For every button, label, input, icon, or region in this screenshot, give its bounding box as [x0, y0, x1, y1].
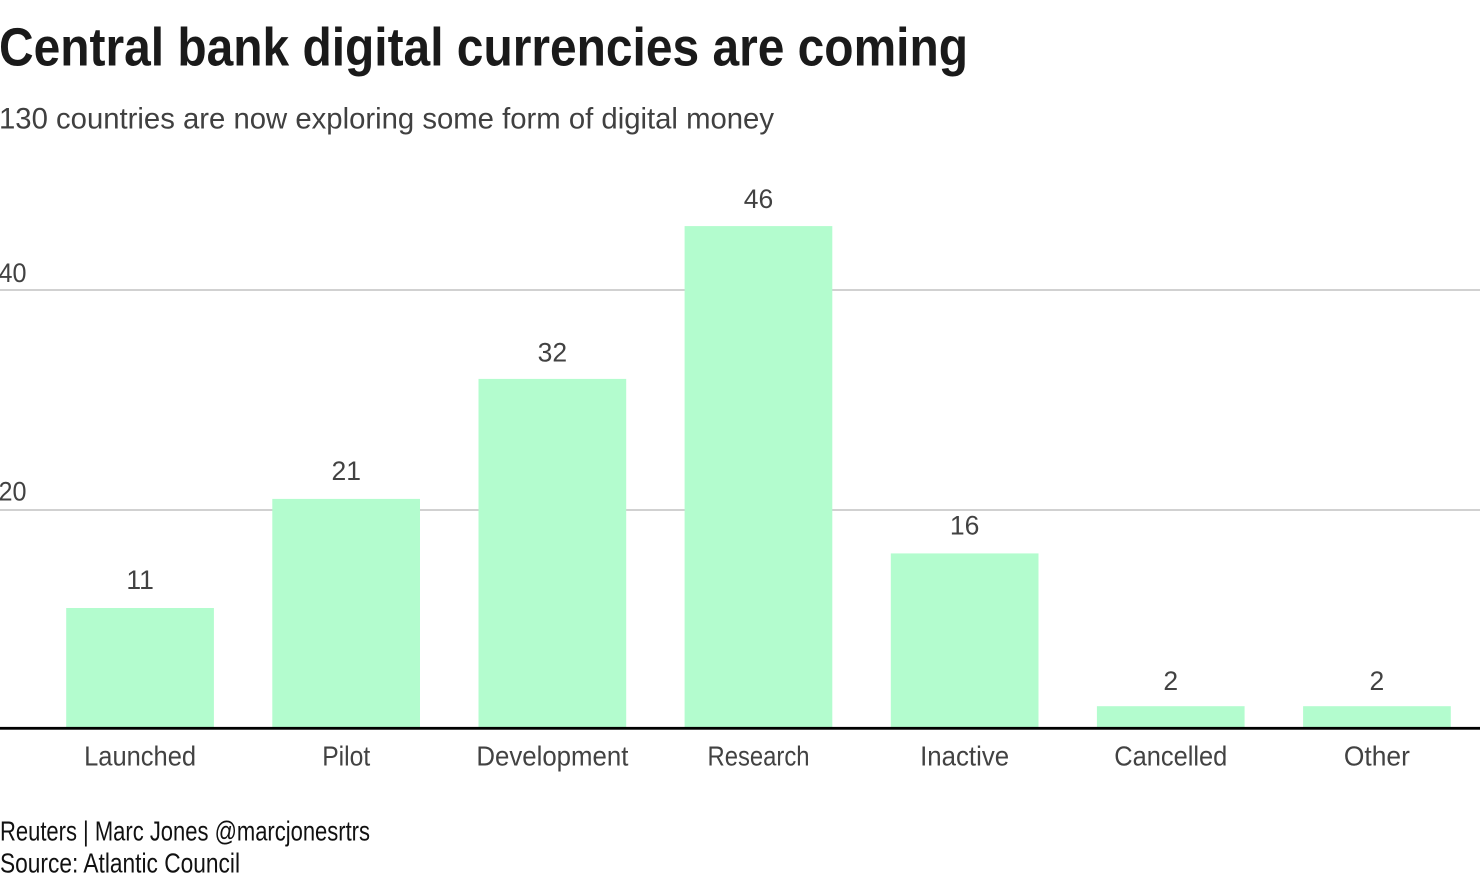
svg-text:32: 32 — [538, 338, 567, 368]
svg-text:2: 2 — [1370, 666, 1385, 696]
svg-text:Pilot: Pilot — [322, 740, 370, 771]
svg-text:Launched: Launched — [84, 740, 196, 771]
svg-text:Research: Research — [708, 740, 810, 771]
svg-text:Source: Atlantic Council: Source: Atlantic Council — [0, 848, 240, 879]
svg-text:20: 20 — [0, 477, 27, 507]
svg-text:16: 16 — [950, 511, 979, 541]
svg-text:Cancelled: Cancelled — [1114, 740, 1227, 771]
svg-text:Development: Development — [476, 740, 628, 771]
svg-text:Reuters | Marc Jones @marcjone: Reuters | Marc Jones @marcjonesrtrs — [0, 816, 370, 847]
svg-text:Other: Other — [1344, 740, 1410, 771]
svg-text:Inactive: Inactive — [920, 740, 1009, 771]
svg-text:Central bank digital currencie: Central bank digital currencies are comi… — [0, 18, 968, 78]
svg-text:46: 46 — [744, 184, 773, 214]
svg-text:21: 21 — [331, 456, 360, 486]
svg-text:11: 11 — [126, 565, 154, 595]
svg-text:130 countries are now explorin: 130 countries are now exploring some for… — [0, 103, 774, 136]
svg-text:40: 40 — [0, 258, 27, 288]
svg-text:2: 2 — [1163, 666, 1178, 696]
